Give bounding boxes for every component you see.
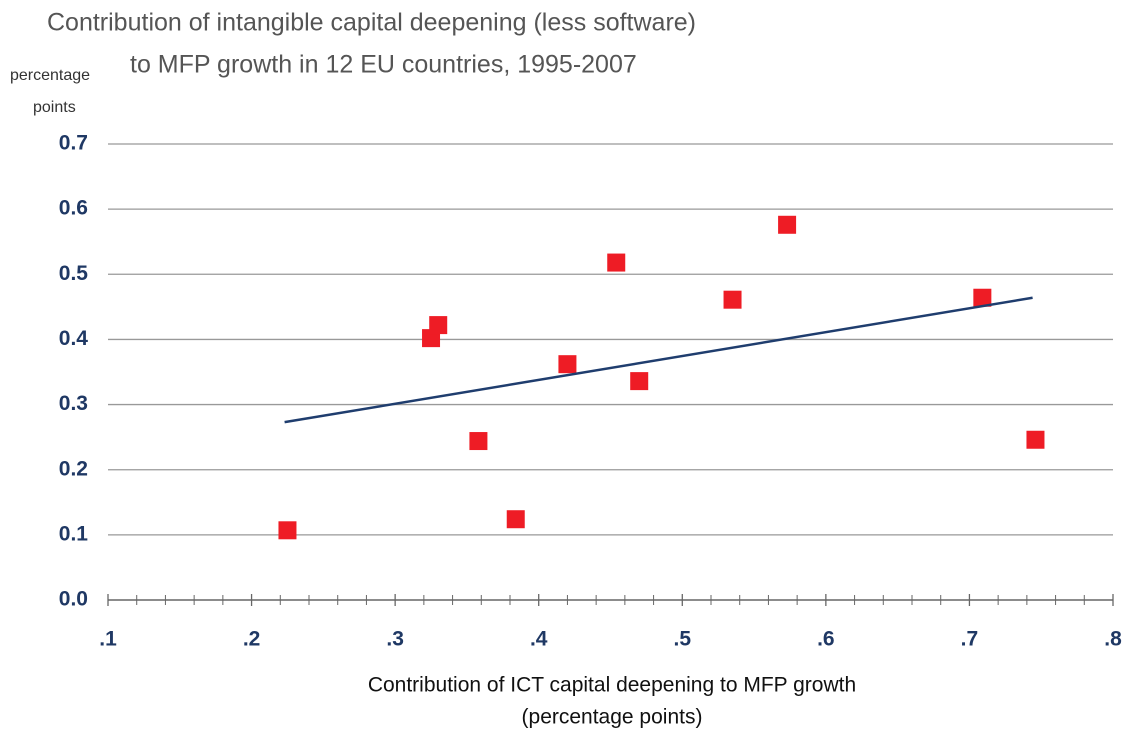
x-tick-label: .5 — [674, 628, 692, 651]
y-tick-label: 0.6 — [59, 197, 88, 220]
trend-line — [284, 296, 1033, 424]
x-tick-label: .8 — [1104, 628, 1122, 651]
y-tick-label: 0.0 — [59, 588, 88, 611]
y-tick-label: 0.1 — [59, 522, 89, 545]
x-tick-label: .4 — [530, 628, 548, 651]
y-axis-label: percentage — [10, 67, 90, 84]
chart-title: to MFP growth in 12 EU countries, 1995-2… — [130, 51, 637, 79]
scatter-point — [723, 290, 742, 309]
scatter-point — [278, 521, 297, 540]
scatter-point — [506, 510, 525, 529]
y-tick-label: 0.2 — [59, 457, 88, 480]
x-axis-label: (percentage points) — [522, 706, 703, 729]
chart-title: Contribution of intangible capital deepe… — [47, 9, 696, 37]
scatter-point — [469, 432, 488, 451]
y-tick-label: 0.7 — [59, 132, 88, 155]
scatter-point — [558, 355, 577, 374]
y-tick-label: 0.3 — [59, 392, 88, 415]
scatter-point — [607, 253, 626, 272]
scatter-point — [429, 316, 448, 335]
x-tick-label: .3 — [386, 628, 404, 651]
x-axis-label: Contribution of ICT capital deepening to… — [368, 674, 856, 697]
scatter-point — [973, 288, 992, 307]
y-tick-label: 0.5 — [59, 262, 89, 285]
scatter-point — [630, 372, 649, 391]
scatter-point — [778, 215, 797, 234]
x-tick-label: .7 — [961, 628, 979, 651]
x-tick-label: .1 — [99, 628, 117, 651]
x-tick-label: .6 — [817, 628, 835, 651]
x-tick-label: .2 — [243, 628, 261, 651]
y-tick-label: 0.4 — [59, 327, 89, 350]
scatter-point — [1026, 430, 1045, 449]
y-axis-label: points — [33, 99, 76, 116]
